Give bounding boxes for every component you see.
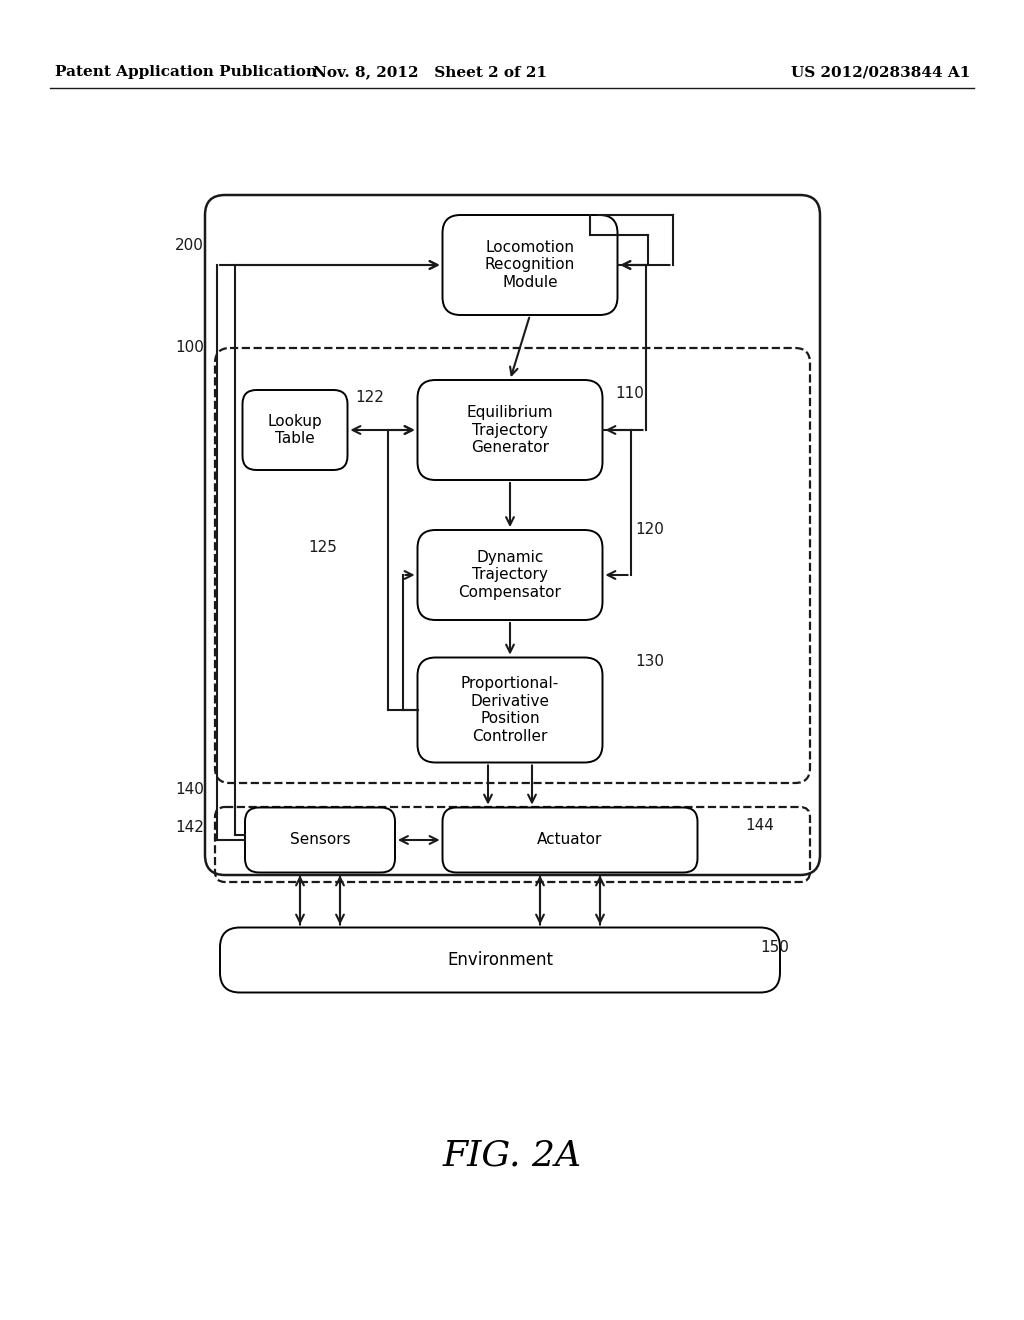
Text: Equilibrium
Trajectory
Generator: Equilibrium Trajectory Generator: [467, 405, 553, 455]
FancyBboxPatch shape: [220, 928, 780, 993]
Text: 122: 122: [355, 391, 384, 405]
FancyBboxPatch shape: [205, 195, 820, 875]
Text: Lookup
Table: Lookup Table: [267, 413, 323, 446]
Text: 120: 120: [635, 523, 664, 537]
Text: Actuator: Actuator: [538, 833, 603, 847]
Text: Environment: Environment: [447, 950, 553, 969]
FancyBboxPatch shape: [418, 531, 602, 620]
Text: Patent Application Publication: Patent Application Publication: [55, 65, 317, 79]
Text: Dynamic
Trajectory
Compensator: Dynamic Trajectory Compensator: [459, 550, 561, 599]
FancyBboxPatch shape: [418, 657, 602, 763]
Text: US 2012/0283844 A1: US 2012/0283844 A1: [791, 65, 970, 79]
Text: Locomotion
Recognition
Module: Locomotion Recognition Module: [485, 240, 575, 290]
Text: Proportional-
Derivative
Position
Controller: Proportional- Derivative Position Contro…: [461, 676, 559, 743]
Text: 150: 150: [760, 940, 788, 956]
FancyBboxPatch shape: [442, 808, 697, 873]
Text: 100: 100: [175, 341, 204, 355]
FancyBboxPatch shape: [245, 808, 395, 873]
Text: 130: 130: [635, 655, 664, 669]
FancyBboxPatch shape: [418, 380, 602, 480]
Text: 110: 110: [615, 385, 644, 400]
Text: Sensors: Sensors: [290, 833, 350, 847]
Text: Nov. 8, 2012   Sheet 2 of 21: Nov. 8, 2012 Sheet 2 of 21: [313, 65, 547, 79]
Text: 200: 200: [175, 238, 204, 252]
Text: 142: 142: [175, 820, 204, 834]
Text: 140: 140: [175, 783, 204, 797]
FancyBboxPatch shape: [243, 389, 347, 470]
Text: 125: 125: [308, 540, 337, 556]
Text: 144: 144: [745, 817, 774, 833]
Text: FIG. 2A: FIG. 2A: [442, 1138, 582, 1172]
FancyBboxPatch shape: [442, 215, 617, 315]
